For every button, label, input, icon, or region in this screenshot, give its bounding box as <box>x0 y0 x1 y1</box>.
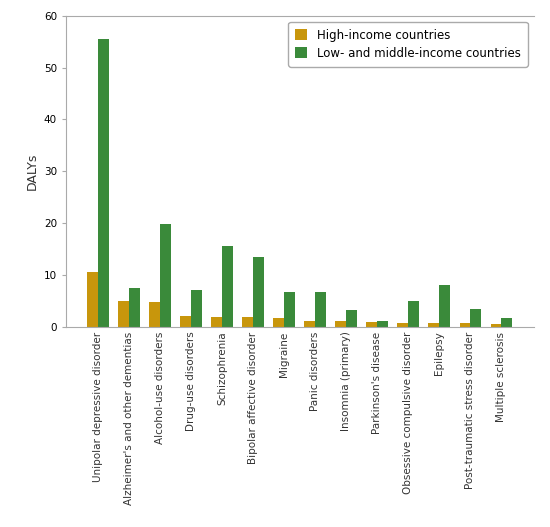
Y-axis label: DALYs: DALYs <box>25 153 39 190</box>
Bar <box>336 321 346 327</box>
Bar <box>491 324 502 327</box>
Bar <box>118 301 129 327</box>
Legend: High-income countries, Low- and middle-income countries: High-income countries, Low- and middle-i… <box>288 22 527 66</box>
Bar <box>98 39 109 327</box>
Bar <box>366 321 377 327</box>
Bar <box>191 290 202 327</box>
Bar <box>428 323 439 327</box>
Bar <box>502 318 512 327</box>
Bar <box>180 316 191 327</box>
Bar <box>315 292 326 327</box>
Bar <box>408 301 419 327</box>
Bar <box>160 224 171 327</box>
Bar <box>243 317 253 327</box>
Bar <box>346 310 357 327</box>
Bar <box>87 272 98 327</box>
Bar <box>211 317 222 327</box>
Bar <box>459 323 470 327</box>
Bar <box>439 285 450 327</box>
Bar <box>377 321 388 327</box>
Bar <box>304 321 315 327</box>
Bar <box>129 288 140 327</box>
Bar <box>222 247 233 327</box>
Bar <box>149 302 160 327</box>
Bar <box>470 309 481 327</box>
Bar <box>398 323 408 327</box>
Bar <box>273 318 284 327</box>
Bar <box>284 292 295 327</box>
Bar <box>253 257 264 327</box>
